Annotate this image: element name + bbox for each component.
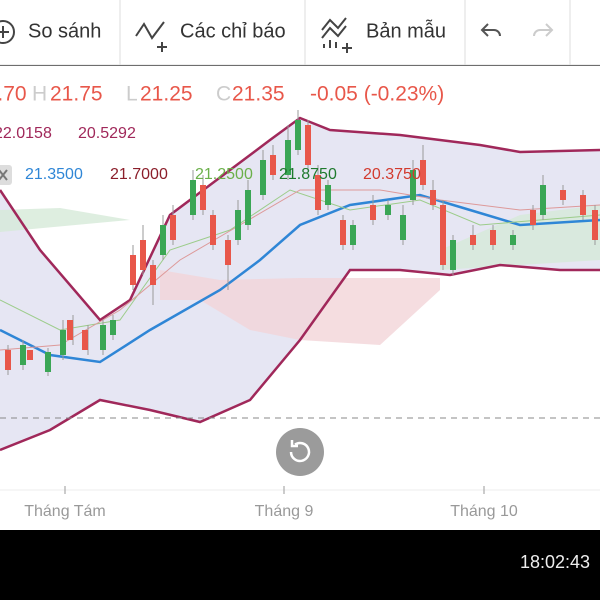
candles-up — [20, 120, 546, 372]
close-icon — [0, 169, 8, 181]
ichimoku-value: 21.3500 — [25, 166, 83, 183]
templates-button[interactable]: Bản mẫu — [321, 17, 446, 53]
templates-label: Bản mẫu — [366, 19, 446, 42]
ichimoku-value: 21.2500 — [195, 166, 253, 183]
reset-button[interactable] — [276, 428, 324, 476]
indicators-button[interactable]: Các chỉ báo — [135, 20, 286, 52]
indicator-icon — [135, 21, 167, 52]
indicators-label: Các chỉ báo — [180, 20, 286, 42]
undo-button[interactable] — [480, 23, 501, 37]
open-value: 21.70 — [0, 83, 27, 106]
high-value: 21.75 — [50, 83, 103, 106]
x-axis-label: Tháng 9 — [255, 503, 314, 520]
base-line — [0, 189, 600, 351]
cloud-red — [160, 270, 440, 345]
reset-icon — [289, 440, 311, 463]
ichimoku-value: 20.3750 — [363, 166, 421, 183]
bb-lower-value: 20.5292 — [78, 125, 136, 142]
hide-indicator[interactable] — [0, 165, 12, 185]
ichimoku-value: 21.7000 — [110, 166, 168, 183]
change-value: -0.05 (-0.23%) — [310, 83, 444, 106]
status-bar — [0, 530, 600, 600]
close-value: 21.35 — [232, 83, 285, 106]
bollinger-upper — [0, 116, 600, 322]
x-ticks — [64, 486, 485, 494]
compare-label: So sánh — [28, 20, 101, 42]
low-label: L — [126, 83, 138, 106]
close-label: C — [216, 83, 231, 106]
template-icon — [321, 17, 352, 53]
plus-icon — [0, 26, 9, 38]
x-axis-label: Tháng 10 — [450, 503, 518, 520]
bb-upper-value: 22.0158 — [0, 125, 52, 142]
middle-line — [0, 193, 600, 364]
bollinger-lower — [0, 263, 600, 452]
low-value: 21.25 — [140, 83, 193, 106]
clock: 18:02:43 — [520, 552, 590, 572]
x-axis-label: Tháng Tám — [24, 503, 106, 520]
lagging-line — [0, 189, 600, 331]
compare-button[interactable]: So sánh — [0, 20, 101, 44]
plus-icon — [0, 20, 15, 44]
ichimoku-value: 21.8750 — [279, 166, 337, 183]
toolbar-dividers — [119, 0, 571, 65]
redo-button[interactable] — [533, 23, 554, 37]
high-label: H — [32, 83, 47, 106]
